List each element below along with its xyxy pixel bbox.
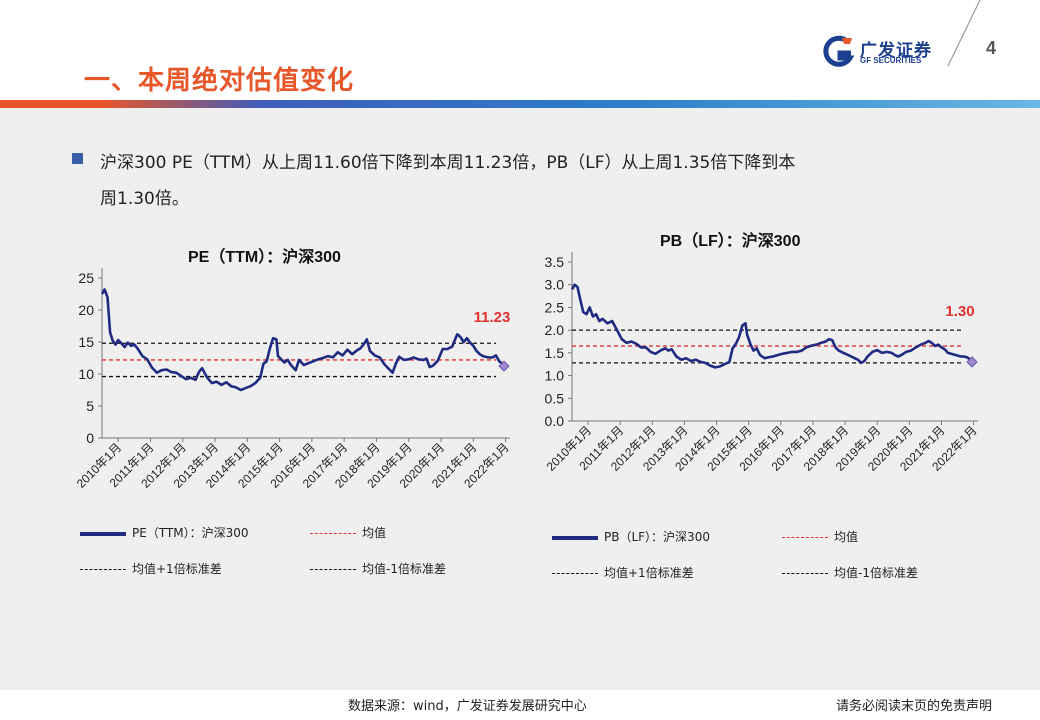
header-color-bar bbox=[0, 100, 1040, 108]
pe-legend-mean-label: 均值 bbox=[362, 526, 387, 540]
pe-legend-series-label: PE（TTM）：沪深300 bbox=[132, 526, 249, 540]
pe-legend-mean: 均值 bbox=[310, 524, 386, 541]
pb-legend-upper-label: 均值+1倍标准差 bbox=[604, 566, 694, 580]
footer-source: 数据来源：wind，广发证券发展研究中心 bbox=[348, 699, 587, 714]
pb-chart: PB（LF）：沪深3000.00.51.01.52.02.53.03.52010… bbox=[544, 231, 980, 474]
pb-legend: PB（LF）：沪深300 均值 均值+1倍标准差 均值-1倍标准差 bbox=[552, 524, 992, 584]
pe-series-line bbox=[100, 288, 506, 392]
pe-chart-title: PE（TTM）：沪深300 bbox=[188, 247, 341, 266]
pb-y-tick-label: 1.5 bbox=[545, 345, 565, 361]
pb-legend-lower: 均值-1倍标准差 bbox=[782, 564, 918, 581]
bullet-line-2: 周1.30倍。 bbox=[100, 189, 189, 209]
pb-legend-mean-label: 均值 bbox=[834, 530, 859, 544]
pe-legend-upper-label: 均值+1倍标准差 bbox=[132, 562, 222, 576]
pe-y-tick-label: 10 bbox=[78, 366, 94, 382]
logo-text-en: GF SECURITIES bbox=[860, 56, 922, 65]
pb-legend-mean: 均值 bbox=[782, 528, 858, 545]
header: 一、本周绝对估值变化 广发证券 GF SECURITIES 4 bbox=[0, 0, 1040, 102]
pb-latest-label: 1.30 bbox=[945, 303, 974, 320]
pe-legend-upper: 均值+1倍标准差 bbox=[80, 560, 222, 577]
pe-last-point bbox=[498, 360, 510, 372]
pe-legend-lower-label: 均值-1倍标准差 bbox=[362, 562, 446, 576]
page-title: 一、本周绝对估值变化 bbox=[84, 66, 355, 96]
pb-legend-series-label: PB（LF）：沪深300 bbox=[604, 530, 710, 544]
gf-logo-icon bbox=[823, 35, 855, 67]
header-divider bbox=[947, 0, 981, 67]
pb-series-line bbox=[570, 283, 974, 369]
pb-legend-upper: 均值+1倍标准差 bbox=[552, 564, 694, 581]
page-number: 4 bbox=[986, 38, 997, 58]
pb-y-tick-label: 1.0 bbox=[545, 368, 565, 384]
bullet-text: 沪深300 PE（TTM）从上周11.60倍下降到本周11.23倍，PB（LF）… bbox=[100, 145, 980, 217]
pe-legend: PE（TTM）：沪深300 均值 均值+1倍标准差 均值-1倍标准差 bbox=[80, 520, 500, 580]
pe-legend-series: PE（TTM）：沪深300 bbox=[80, 524, 249, 541]
pe-y-tick-label: 15 bbox=[78, 334, 94, 350]
pe-y-tick-label: 20 bbox=[78, 302, 94, 318]
pe-latest-label: 11.23 bbox=[474, 309, 511, 326]
pe-y-tick-label: 5 bbox=[86, 398, 94, 414]
footer-disclaimer: 请务必阅读末页的免责声明 bbox=[836, 699, 993, 714]
pe-legend-lower: 均值-1倍标准差 bbox=[310, 560, 446, 577]
pe-y-tick-label: 0 bbox=[86, 430, 94, 446]
bullet-line-1: 沪深300 PE（TTM）从上周11.60倍下降到本周11.23倍，PB（LF）… bbox=[100, 153, 796, 173]
pb-y-tick-label: 3.0 bbox=[545, 277, 565, 293]
content-area bbox=[0, 108, 1040, 690]
bullet-square-icon bbox=[72, 153, 83, 164]
pb-y-tick-label: 2.5 bbox=[545, 299, 565, 315]
pb-y-tick-label: 2.0 bbox=[545, 322, 565, 338]
pb-last-point bbox=[966, 356, 978, 368]
logo-text-cn: 广发证券 bbox=[860, 41, 932, 61]
pb-y-tick-label: 0.0 bbox=[545, 413, 565, 429]
pb-chart-title: PB（LF）：沪深300 bbox=[660, 231, 801, 250]
pb-y-tick-label: 0.5 bbox=[545, 390, 565, 406]
gf-logo: 广发证券 GF SECURITIES bbox=[820, 34, 950, 70]
pb-legend-series: PB（LF）：沪深300 bbox=[552, 528, 710, 545]
pe-chart: PE（TTM）：沪深30005101520252010年1月2011年1月201… bbox=[74, 247, 512, 491]
pb-legend-lower-label: 均值-1倍标准差 bbox=[834, 566, 918, 580]
pe-y-tick-label: 25 bbox=[78, 270, 94, 286]
pb-y-tick-label: 3.5 bbox=[545, 254, 565, 270]
